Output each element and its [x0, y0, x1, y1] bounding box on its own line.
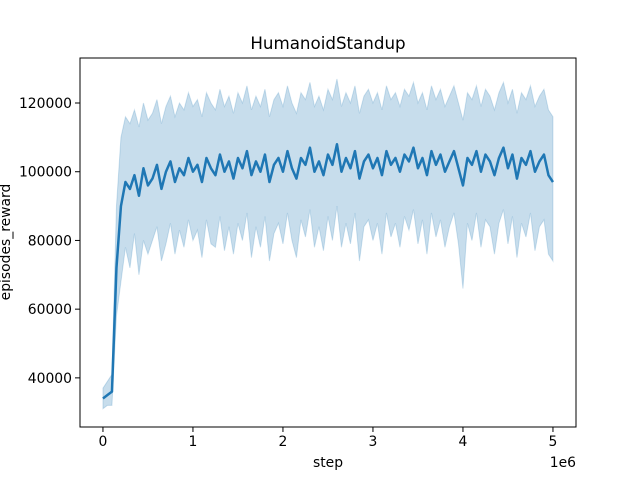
x-tick-label: 5 [549, 434, 558, 450]
x-tick-label: 3 [369, 434, 378, 450]
y-tick-label: 60000 [28, 302, 72, 318]
y-tick-label: 100000 [19, 165, 72, 181]
x-tick-label: 0 [99, 434, 108, 450]
x-axis-label: step [313, 455, 343, 471]
y-axis-label: episodes_reward [0, 184, 14, 301]
confidence-band [102, 78, 554, 410]
x-tick-label: 4 [459, 434, 468, 450]
y-tick-label: 80000 [28, 233, 72, 249]
line [102, 142, 555, 400]
x-tick-label: 2 [279, 434, 288, 450]
x-offset-label: 1e6 [550, 455, 576, 471]
x-tick-label: 1 [189, 434, 198, 450]
y-tick-label: 40000 [28, 371, 72, 387]
y-tick-label: 120000 [19, 96, 72, 112]
chart-title: HumanoidStandup [250, 33, 405, 53]
plot-frame [79, 57, 577, 428]
